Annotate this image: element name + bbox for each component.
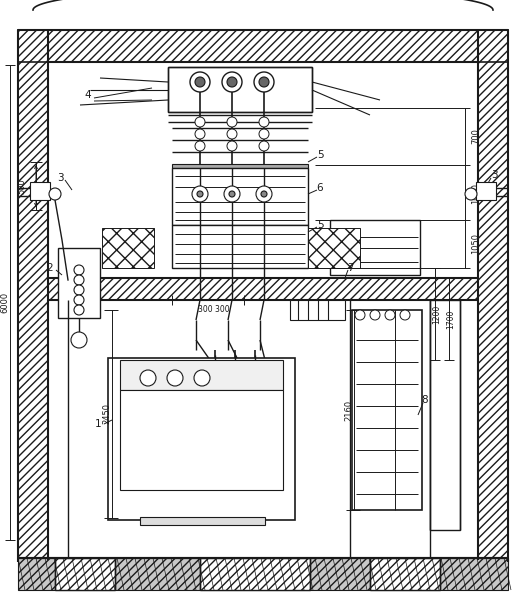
Circle shape [195, 77, 205, 87]
Circle shape [222, 72, 242, 92]
Bar [330, 220, 420, 275]
Circle shape [197, 191, 203, 197]
Text: 6000: 6000 [1, 292, 9, 313]
Circle shape [195, 117, 205, 127]
Text: 6: 6 [317, 183, 323, 193]
Bar [120, 390, 283, 490]
Bar [200, 558, 310, 590]
Text: 700: 700 [471, 128, 480, 144]
Circle shape [229, 191, 235, 197]
Circle shape [195, 141, 205, 151]
Text: 7: 7 [347, 263, 353, 273]
Circle shape [74, 265, 84, 275]
Circle shape [256, 186, 272, 202]
Bar [108, 358, 295, 520]
Circle shape [140, 370, 156, 386]
Text: 3: 3 [57, 173, 63, 183]
Bar [58, 248, 100, 318]
Circle shape [254, 72, 274, 92]
Circle shape [227, 129, 237, 139]
Bar [140, 517, 265, 525]
Bar [18, 30, 508, 62]
Text: 1: 1 [95, 419, 102, 429]
Circle shape [259, 141, 269, 151]
Bar [55, 558, 115, 590]
Bar [172, 164, 308, 168]
Circle shape [74, 295, 84, 305]
Bar [172, 225, 308, 268]
Bar [168, 67, 312, 112]
Circle shape [190, 72, 210, 92]
Bar [370, 558, 440, 590]
Circle shape [465, 188, 477, 200]
Text: 8: 8 [422, 395, 428, 405]
Circle shape [355, 310, 365, 320]
Circle shape [74, 285, 84, 295]
Text: 2450: 2450 [103, 403, 112, 425]
Text: 2: 2 [47, 263, 53, 273]
Circle shape [259, 129, 269, 139]
Text: 3: 3 [491, 170, 497, 180]
Circle shape [71, 332, 87, 348]
Bar [478, 30, 508, 560]
Text: 500: 500 [17, 178, 26, 194]
Circle shape [192, 186, 208, 202]
Circle shape [259, 77, 269, 87]
Circle shape [370, 310, 380, 320]
Circle shape [195, 129, 205, 139]
Circle shape [194, 370, 210, 386]
Circle shape [227, 141, 237, 151]
Bar [18, 30, 48, 560]
Bar [430, 300, 460, 530]
Text: 5: 5 [317, 150, 323, 160]
Circle shape [167, 370, 183, 386]
Text: 1200: 1200 [432, 304, 441, 323]
Circle shape [400, 310, 410, 320]
Circle shape [227, 117, 237, 127]
Text: 1000: 1000 [471, 182, 480, 203]
Circle shape [259, 117, 269, 127]
Text: 300 300: 300 300 [198, 305, 230, 314]
Bar [48, 278, 478, 300]
Text: 1700: 1700 [447, 310, 456, 329]
Bar [290, 300, 345, 320]
Circle shape [385, 310, 395, 320]
Circle shape [261, 191, 267, 197]
Bar [102, 228, 154, 268]
Circle shape [227, 77, 237, 87]
Text: 2160: 2160 [345, 400, 353, 421]
Circle shape [74, 305, 84, 315]
Bar [308, 228, 360, 268]
Bar [172, 168, 308, 225]
Circle shape [74, 275, 84, 285]
Text: 4: 4 [85, 90, 92, 100]
Bar [476, 182, 496, 200]
Text: 5: 5 [317, 220, 323, 230]
Bar [120, 360, 283, 390]
Bar [352, 310, 422, 510]
Bar [30, 182, 50, 200]
Circle shape [224, 186, 240, 202]
Text: 1050: 1050 [471, 233, 480, 254]
Circle shape [49, 188, 61, 200]
Bar [18, 558, 508, 590]
